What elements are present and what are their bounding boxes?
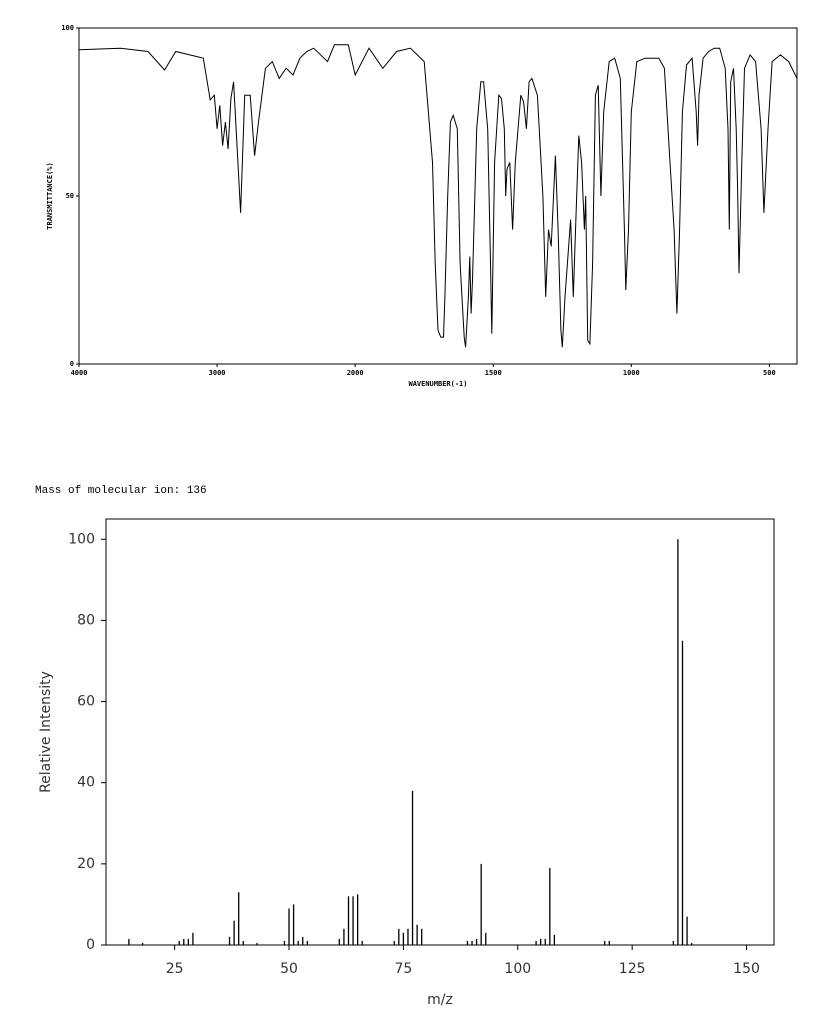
chart-title: Mass of molecular ion: 136 — [35, 485, 207, 497]
y-tick-label: 0 — [70, 360, 74, 368]
mass-chart: 0 20 40 60 80 100 25 50 75 100 125 150 m/z Relative I… — [35, 485, 775, 1008]
x-tick-label: 50 — [280, 961, 298, 977]
x-tick-label: 4000 — [71, 369, 88, 377]
plot-frame — [78, 27, 798, 365]
x-tick-label: 150 — [733, 961, 760, 977]
y-axis-label: Relative Intensity — [38, 671, 54, 793]
x-tick-label: 125 — [619, 961, 646, 977]
y-tick-label: 100 — [61, 24, 74, 32]
x-tick-label: 1500 — [485, 369, 502, 377]
y-axis-label: TRANSMITTANCE(%) — [46, 162, 54, 229]
x-tick-label: 75 — [394, 961, 412, 977]
x-tick-label: 500 — [763, 369, 776, 377]
y-tick-label: 40 — [77, 775, 95, 791]
x-tick-label: 100 — [504, 961, 531, 977]
x-axis-label: WAVENUMBER(-1) — [408, 380, 467, 388]
x-axis-label: m/z — [427, 992, 453, 1008]
ir-chart: 0 50 100 4000 3000 2000 1500 1000 500 WAVENUMBER(… — [46, 24, 798, 388]
y-tick-label: 100 — [68, 531, 95, 547]
x-tick-label: 25 — [166, 961, 184, 977]
y-tick-label: 80 — [77, 612, 95, 628]
y-tick-label: 20 — [77, 856, 95, 872]
x-tick-label: 2000 — [347, 369, 364, 377]
y-tick-label: 60 — [77, 694, 95, 710]
plot-frame — [105, 518, 775, 946]
y-tick-label: 0 — [86, 937, 95, 953]
spectrum-line — [78, 44, 798, 348]
y-tick-label: 50 — [66, 192, 74, 200]
x-tick-label: 1000 — [623, 369, 640, 377]
x-tick-label: 3000 — [209, 369, 226, 377]
